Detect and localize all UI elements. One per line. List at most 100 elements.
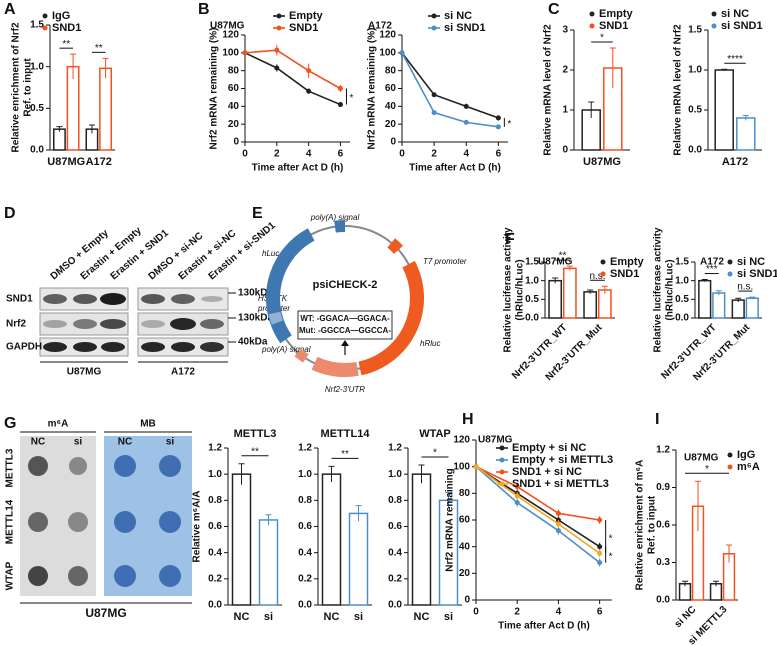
line (475, 465, 601, 548)
y-tick-label: 0.6 (298, 521, 312, 532)
significance-label: * (609, 551, 613, 562)
legend-label: SND1 (599, 20, 628, 32)
bar (231, 473, 252, 606)
significance-label: n.s. (589, 271, 605, 282)
bar (745, 297, 759, 319)
error-bar (552, 277, 559, 284)
legend-label: SND1 + si NC (512, 466, 582, 478)
y-tick-label: 1.5 (688, 25, 702, 36)
y-tick-label: 0 (562, 145, 568, 156)
chart-title: WTAP (419, 428, 451, 440)
y-tick-label: 1 (562, 105, 568, 116)
legend-label: SND1 + si METTL3 (512, 478, 609, 490)
y-tick-label: 0.8 (388, 495, 402, 506)
chart-title: U87MG (684, 453, 719, 464)
panel-label: D (4, 205, 16, 222)
error-bar (742, 115, 749, 121)
legend-marker (42, 25, 48, 31)
chart-title: A172 (700, 257, 724, 268)
feature-label: hLuc (262, 249, 279, 258)
bar (548, 279, 563, 319)
point (555, 528, 561, 534)
legend-label: si NC (737, 256, 765, 268)
y-tick-label: 0.0 (525, 313, 539, 324)
bands (43, 293, 224, 352)
panel-label: I (655, 411, 659, 428)
marker-label: 40kDa (238, 337, 268, 348)
x-tick-label: si (354, 611, 363, 623)
x-tick-label: si NC (673, 604, 699, 630)
significance-label: * (609, 533, 613, 544)
chart-title: A172 (368, 21, 392, 32)
plasmid-feature (268, 311, 284, 325)
wt-sequence: WT: -GGACA—GGACA- (300, 314, 390, 323)
y-tick-label: 3 (562, 25, 568, 36)
point (337, 86, 343, 91)
feature-label: poly(A) signal (310, 213, 360, 222)
y-tick-label: 20 (459, 568, 471, 579)
legend-label: SND1 (52, 22, 81, 34)
legend-label: SND1 (610, 268, 639, 280)
y-axis-label: Ref. to input (23, 58, 34, 117)
y-tick-label: 100 (453, 461, 470, 472)
point (473, 464, 479, 470)
point (242, 50, 248, 56)
y-tick-label: 1.0 (208, 469, 222, 480)
legend-label: m⁶A (737, 461, 760, 473)
stain-label: m⁶A (48, 419, 69, 430)
feature-label: Nrf2-3'UTR (325, 385, 365, 394)
x-tick-label: A172 (86, 156, 112, 168)
x-tick-label: si (444, 611, 453, 623)
panel-label: E (252, 205, 263, 222)
legend-label: SND1 (289, 22, 318, 34)
x-tick-label: NC (324, 611, 340, 623)
error-bar (102, 57, 109, 79)
error-bar (588, 101, 595, 118)
significance-label: n.s. (737, 282, 753, 293)
y-tick-label: 0.5 (30, 103, 44, 114)
arrow-head (341, 340, 349, 346)
y-tick-label: 0.4 (298, 547, 312, 558)
y-tick-label: 2 (562, 65, 568, 76)
western-blot: D DMSO + Empty Erastin + Empty Erastin +… (4, 205, 278, 377)
significance-label: **** (727, 54, 743, 65)
panel-label: H (462, 411, 474, 428)
error-bar (721, 68, 728, 71)
legend-label: Empty (610, 256, 645, 268)
x-tick-label: 6 (597, 607, 603, 618)
y-tick-label: 1.0 (388, 469, 402, 480)
legend-label: IgG (52, 10, 70, 22)
error-bar (726, 544, 733, 563)
legend-label: Empty + si METTL3 (512, 454, 613, 466)
y-tick-label: 60 (385, 83, 397, 94)
error-bar (328, 465, 335, 483)
y-tick-label: 0.2 (388, 573, 402, 584)
error-bar (715, 290, 722, 296)
plasmid-feature (294, 348, 309, 363)
y-tick-label: 0.8 (298, 495, 312, 506)
error-bar (418, 464, 425, 484)
y-tick-label: 1.0 (675, 275, 689, 286)
x-tick-label: NC (234, 611, 250, 623)
plasmid-name: psiCHECK-2 (313, 279, 378, 291)
error-bar (695, 480, 702, 532)
stain-label: MB (140, 419, 156, 430)
y-tick-label: 120 (379, 30, 396, 41)
legend-marker (600, 259, 606, 265)
x-tick-label: 2 (274, 149, 280, 160)
cell-line-label: U87MG (85, 606, 126, 620)
y-tick-label: 0.2 (298, 573, 312, 584)
x-axis-label: Time after Act D (h) (498, 621, 590, 632)
row-label: METTL3 (5, 448, 16, 487)
significance-label: ** (341, 449, 349, 460)
y-tick-label: 0.0 (30, 145, 44, 156)
error-bar (238, 463, 245, 485)
feature-label: poly(A) signal (261, 345, 311, 354)
x-tick-label: 0 (242, 149, 248, 160)
point (514, 484, 520, 490)
legend-label: si NC (444, 10, 472, 22)
significance-label: * (433, 448, 437, 459)
y-tick-label: 1.0 (298, 469, 312, 480)
protein-label: GAPDH (6, 342, 42, 353)
